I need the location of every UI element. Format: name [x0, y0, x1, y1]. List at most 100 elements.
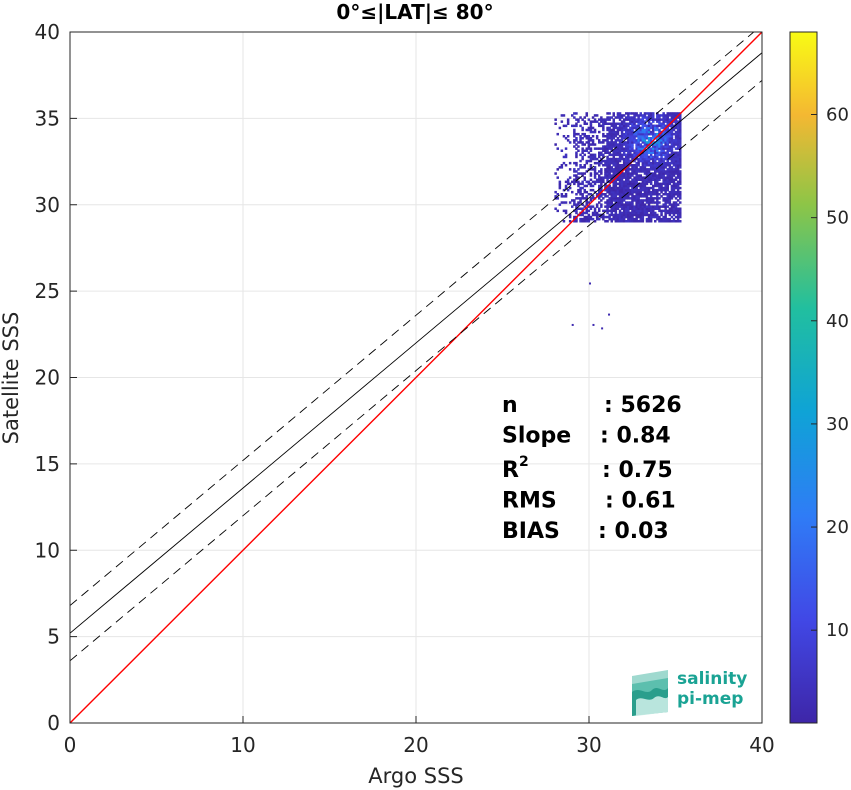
- density-cell: [645, 188, 649, 192]
- density-cell: [622, 141, 626, 144]
- density-cell: [645, 124, 649, 128]
- density-cell: [579, 166, 582, 169]
- density-cell: [585, 137, 588, 140]
- density-cell: [647, 124, 651, 128]
- density-cell: [604, 118, 607, 121]
- density-cell: [631, 116, 634, 119]
- density-cell: [610, 188, 613, 192]
- density-cell: [647, 170, 651, 173]
- density-cell: [625, 176, 628, 179]
- density-cell: [647, 190, 651, 194]
- density-cell: [662, 220, 665, 223]
- density-cell: [627, 197, 630, 200]
- density-cell: [670, 161, 674, 165]
- density-cell: [647, 168, 651, 171]
- density-cell: [614, 180, 618, 184]
- density-cell: [654, 147, 657, 150]
- density-cell: [641, 135, 645, 138]
- density-cell: [618, 166, 622, 169]
- density-cell: [608, 203, 611, 206]
- density-cell: [664, 215, 667, 219]
- density-cell: [600, 124, 603, 128]
- density-cell: [610, 166, 613, 169]
- density-cell: [554, 172, 557, 175]
- y-tick-label: 35: [35, 106, 60, 130]
- density-cell: [633, 124, 636, 128]
- density-cell: [647, 203, 651, 206]
- density-cell: [583, 132, 586, 136]
- density-cell: [618, 184, 622, 188]
- density-cell: [645, 161, 649, 165]
- density-cell: [670, 132, 674, 136]
- density-cell: [606, 201, 609, 204]
- density-cell: [593, 143, 597, 146]
- density-cell: [560, 149, 564, 152]
- density-cell: [608, 159, 611, 163]
- density-cell: [672, 180, 676, 184]
- density-cell: [643, 145, 647, 148]
- density-cell: [639, 209, 642, 213]
- density-cell: [606, 176, 609, 179]
- density-cell: [618, 186, 622, 190]
- density-cell: [625, 118, 628, 121]
- density-cell: [587, 159, 591, 163]
- density-cell: [627, 151, 630, 154]
- density-cell: [672, 151, 676, 154]
- density-cell: [674, 172, 678, 175]
- density-cell: [620, 172, 624, 175]
- density-cell: [573, 145, 576, 148]
- density-cell: [610, 209, 613, 213]
- density-cell: [668, 155, 672, 159]
- density-cell: [645, 116, 649, 119]
- density-cell: [618, 164, 622, 167]
- density-cell: [654, 172, 657, 175]
- density-cell: [631, 178, 634, 181]
- density-cell: [625, 201, 628, 204]
- density-cell: [635, 132, 638, 136]
- density-cell: [672, 201, 676, 204]
- density-cell: [618, 149, 622, 152]
- density-cell: [608, 190, 611, 194]
- density-cell: [631, 193, 634, 196]
- density-cell: [610, 190, 613, 194]
- density-cell: [635, 199, 638, 202]
- density-cell: [664, 207, 667, 210]
- density-cell: [627, 128, 630, 132]
- density-cell: [608, 130, 611, 134]
- density-cell: [629, 159, 632, 163]
- density-cell: [593, 168, 597, 171]
- density-cell: [662, 112, 665, 115]
- density-cell: [598, 161, 601, 165]
- density-cell: [591, 188, 595, 192]
- density-cell: [579, 199, 582, 202]
- stat-value: : 0.61: [605, 489, 676, 514]
- density-cell: [606, 164, 609, 167]
- density-cell: [679, 172, 682, 175]
- density-cell: [635, 195, 638, 198]
- density-cell: [614, 199, 618, 202]
- density-cell: [656, 114, 659, 117]
- density-cell: [668, 220, 672, 223]
- density-cell: [664, 170, 667, 173]
- density-cell: [566, 139, 570, 142]
- density-cell: [658, 116, 661, 119]
- density-cell: [577, 149, 580, 152]
- density-cell: [595, 203, 599, 206]
- density-cell: [573, 174, 576, 177]
- density-cell: [652, 128, 655, 132]
- stat-label-superscript: 2: [519, 454, 529, 470]
- density-cell: [610, 217, 613, 221]
- density-cell: [633, 188, 636, 192]
- density-cell: [573, 168, 576, 171]
- density-cell: [627, 114, 630, 117]
- density-cell: [604, 209, 607, 213]
- density-cell: [649, 207, 653, 210]
- density-cell: [649, 143, 653, 146]
- density-cell: [616, 122, 620, 125]
- density-cell: [633, 186, 636, 190]
- density-cell: [633, 139, 636, 142]
- density-cell: [643, 153, 647, 157]
- density-cell: [627, 132, 630, 136]
- density-cell: [639, 143, 642, 146]
- density-cell: [618, 209, 622, 213]
